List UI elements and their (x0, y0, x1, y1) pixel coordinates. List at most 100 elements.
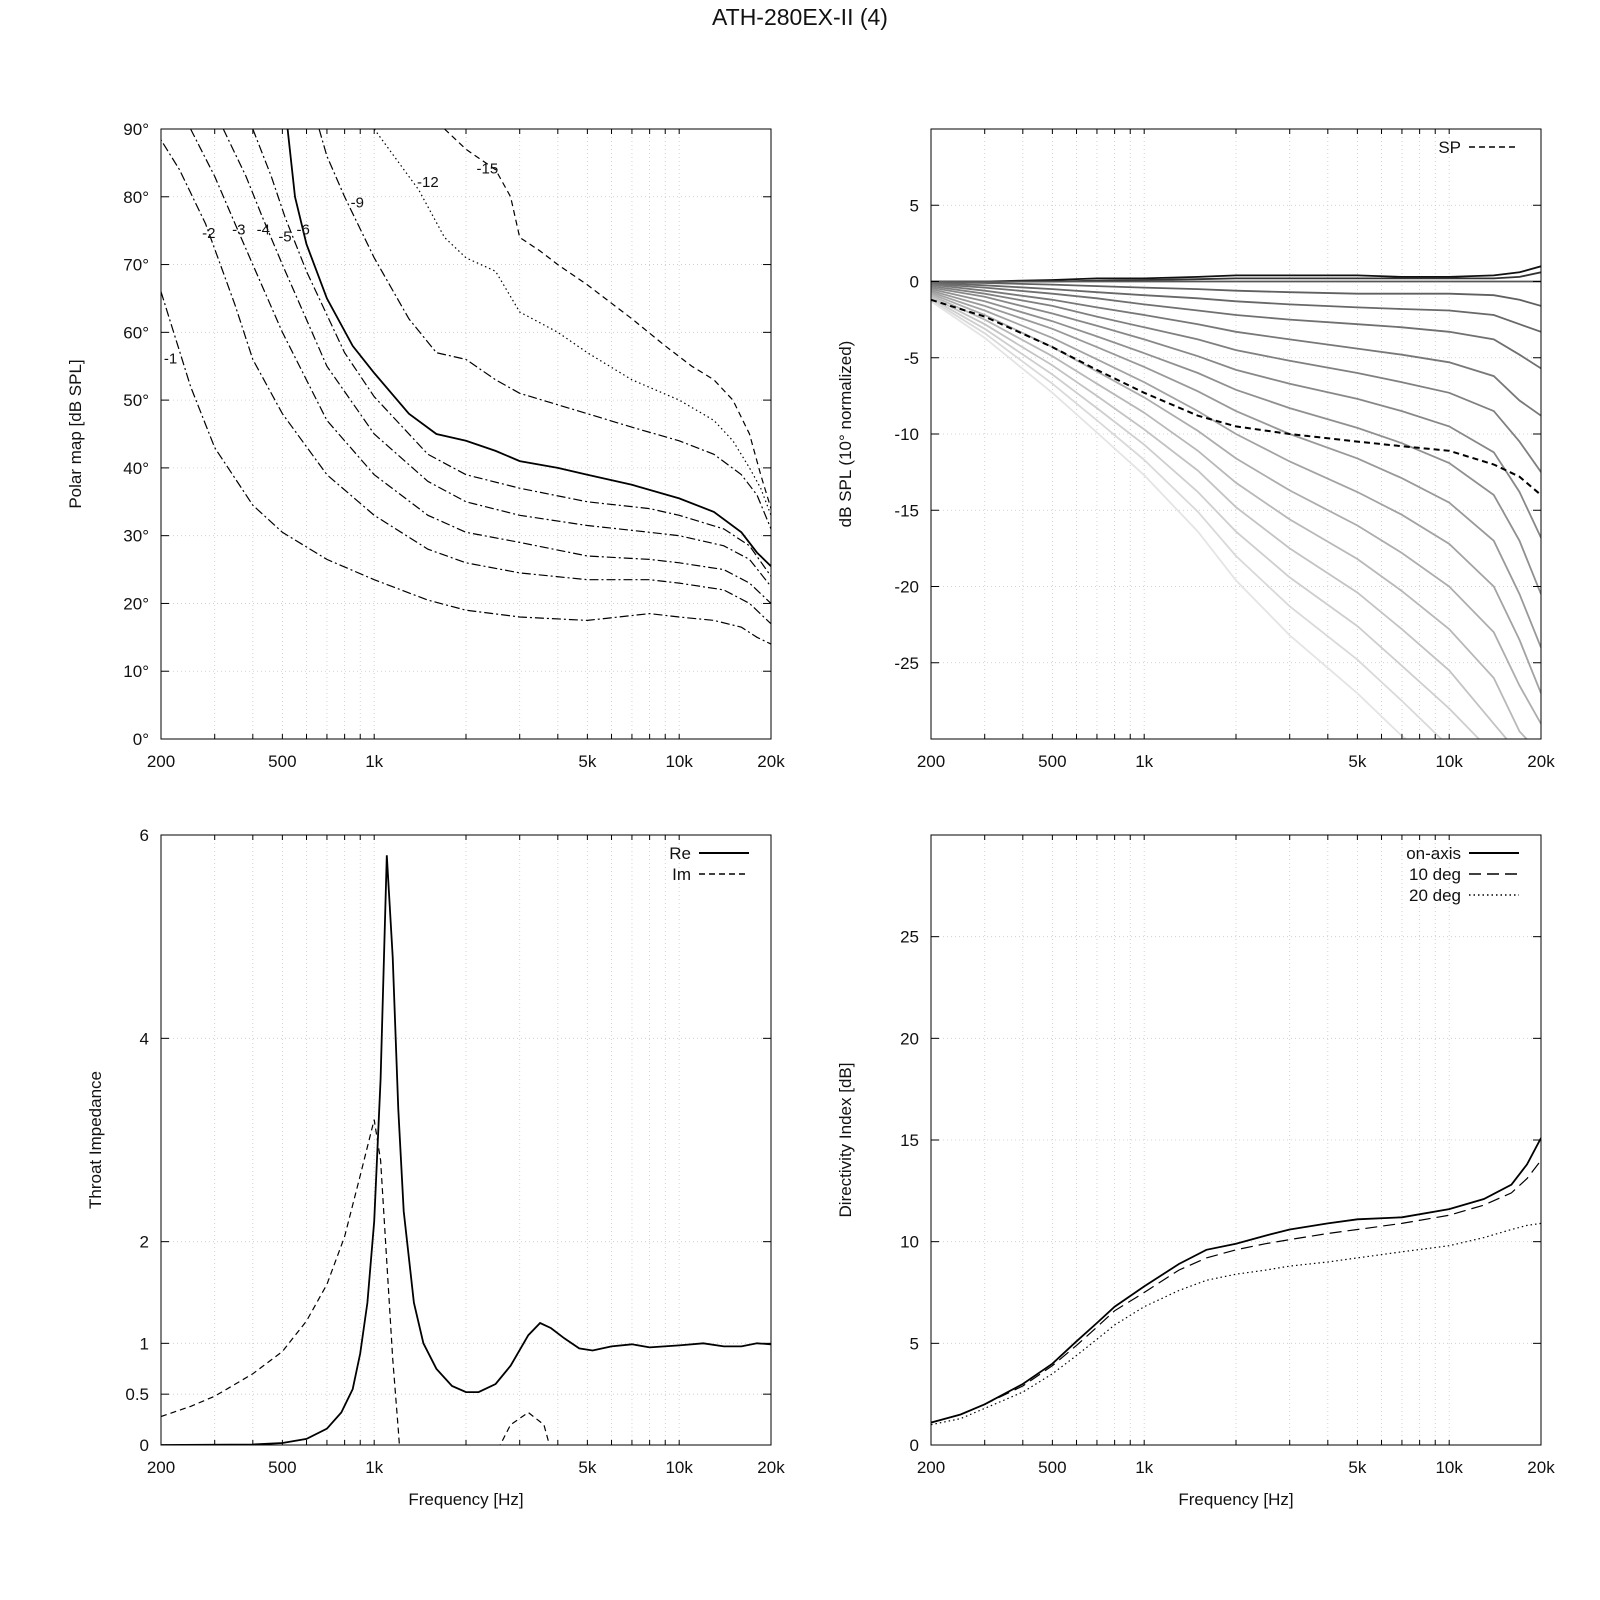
x-tick-label: 500 (268, 1458, 296, 1477)
series-line (931, 286, 1541, 539)
series-line (931, 281, 1541, 307)
series-line (931, 285, 1541, 473)
contour-label: -2 (202, 225, 215, 242)
x-tick-label: 500 (268, 752, 296, 771)
contour-line (286, 129, 771, 567)
y-tick-label: -15 (894, 501, 919, 520)
legend: SP (1438, 138, 1519, 157)
series-line (931, 288, 1541, 595)
x-axis: 200 500 1k 5k 10k 20k (917, 129, 1555, 771)
x-tick-label: 1k (365, 752, 383, 771)
series-line (931, 1159, 1541, 1424)
x-tick-label: 500 (1038, 752, 1066, 771)
y-tick-label: 50° (123, 391, 149, 410)
x-tick-label: 500 (1038, 1458, 1066, 1477)
x-tick-label: 10k (665, 1458, 693, 1477)
grid-lines (160, 834, 772, 1446)
contour-line (222, 129, 771, 587)
y-axis-label: Polar map [dB SPL] (66, 359, 85, 508)
x-tick-label: 5k (578, 752, 596, 771)
x-tick-label: 20k (757, 752, 785, 771)
y-tick-label: 2 (140, 1233, 149, 1252)
y-tick-label: -20 (894, 578, 919, 597)
contour-label: -15 (477, 161, 499, 178)
legend-label: SP (1438, 138, 1461, 157)
y-axis: 0 0.5 1 2 4 6 (125, 826, 771, 1455)
series-line (161, 1119, 551, 1445)
contour-label: -4 (257, 222, 270, 239)
y-tick-label: 20 (900, 1029, 919, 1048)
series-line (161, 855, 771, 1445)
plot-area (161, 855, 771, 1445)
series-line (931, 282, 1541, 333)
throat-impedance-panel: 200 500 1k 5k 10k 20k 0 0.5 1 2 4 6 Throat Impedance… (86, 826, 785, 1509)
legend-label: 10 deg (1409, 865, 1461, 884)
contour-line (190, 129, 771, 604)
y-axis-label: Directivity Index [dB] (836, 1063, 855, 1218)
x-tick-label: 10k (1435, 752, 1463, 771)
series-line (931, 1137, 1541, 1424)
y-tick-label: 30° (123, 527, 149, 546)
y-axis: 0 5 10 15 20 25 (900, 928, 1541, 1455)
y-tick-label: 0 (910, 1436, 919, 1455)
plot-area (931, 265, 1541, 739)
contour-label: -12 (417, 174, 439, 191)
series-line (931, 295, 1508, 739)
x-tick-label: 5k (1348, 752, 1366, 771)
y-tick-label: 25 (900, 928, 919, 947)
series-line (931, 265, 1541, 283)
y-tick-label: 4 (140, 1029, 149, 1048)
y-tick-label: 60° (123, 323, 149, 342)
legend-label: Im (672, 865, 691, 884)
x-axis: 200 500 1k 5k 10k 20k (917, 835, 1555, 1477)
x-tick-label: 200 (147, 1458, 175, 1477)
grid-lines (160, 128, 772, 740)
series-line (931, 294, 1528, 739)
legend-label: on-axis (1406, 844, 1461, 863)
y-tick-label: -25 (894, 654, 919, 673)
y-tick-label: 0 (140, 1436, 149, 1455)
y-tick-label: 20° (123, 594, 149, 613)
contour-line (252, 129, 771, 577)
y-tick-label: 80° (123, 188, 149, 207)
contour-line (161, 138, 771, 625)
figure-title: ATH-280EX-II (4) (712, 4, 888, 30)
plot-area (161, 129, 771, 645)
x-tick-label: 5k (578, 1458, 596, 1477)
contour-label: -9 (351, 195, 364, 212)
directivity-index-panel: 200 500 1k 5k 10k 20k 0 5 10 15 20 25 Directivity In… (836, 834, 1555, 1509)
x-tick-label: 20k (1527, 752, 1555, 771)
x-tick-label: 200 (917, 752, 945, 771)
contour-label: -5 (278, 228, 291, 245)
x-tick-label: 20k (757, 1458, 785, 1477)
y-tick-label: 6 (140, 826, 149, 845)
contour-line (318, 129, 771, 530)
series-line (931, 291, 1541, 694)
x-tick-label: 1k (1135, 1458, 1153, 1477)
series-line (931, 283, 1541, 417)
series-line (931, 297, 1481, 739)
y-tick-label: 10 (900, 1233, 919, 1252)
legend-label: Re (669, 844, 691, 863)
y-tick-label: 15 (900, 1131, 919, 1150)
series-line (931, 1222, 1541, 1426)
x-tick-label: 10k (665, 752, 693, 771)
y-axis: 0° 10° 20° 30° 40° 50° 60° 70° 80° 90° (123, 120, 771, 749)
y-axis-label: Throat Impedance (86, 1071, 105, 1209)
x-tick-label: 10k (1435, 1458, 1463, 1477)
series-line (931, 298, 1541, 496)
x-axis-label: Frequency [Hz] (1178, 1490, 1293, 1509)
y-tick-label: 5 (910, 196, 919, 215)
contour-line (161, 291, 771, 645)
y-tick-label: 10° (123, 662, 149, 681)
x-tick-label: 20k (1527, 1458, 1555, 1477)
legend-label: 20 deg (1409, 886, 1461, 905)
x-tick-label: 1k (365, 1458, 383, 1477)
legend: on-axis 10 deg 20 deg (1406, 844, 1519, 905)
y-tick-label: -5 (904, 349, 919, 368)
y-tick-label: 1 (140, 1334, 149, 1353)
y-tick-label: 70° (123, 256, 149, 275)
y-tick-label: 5 (910, 1334, 919, 1353)
series-line (931, 300, 1408, 739)
y-axis-label: dB SPL (10° normalized) (836, 341, 855, 528)
